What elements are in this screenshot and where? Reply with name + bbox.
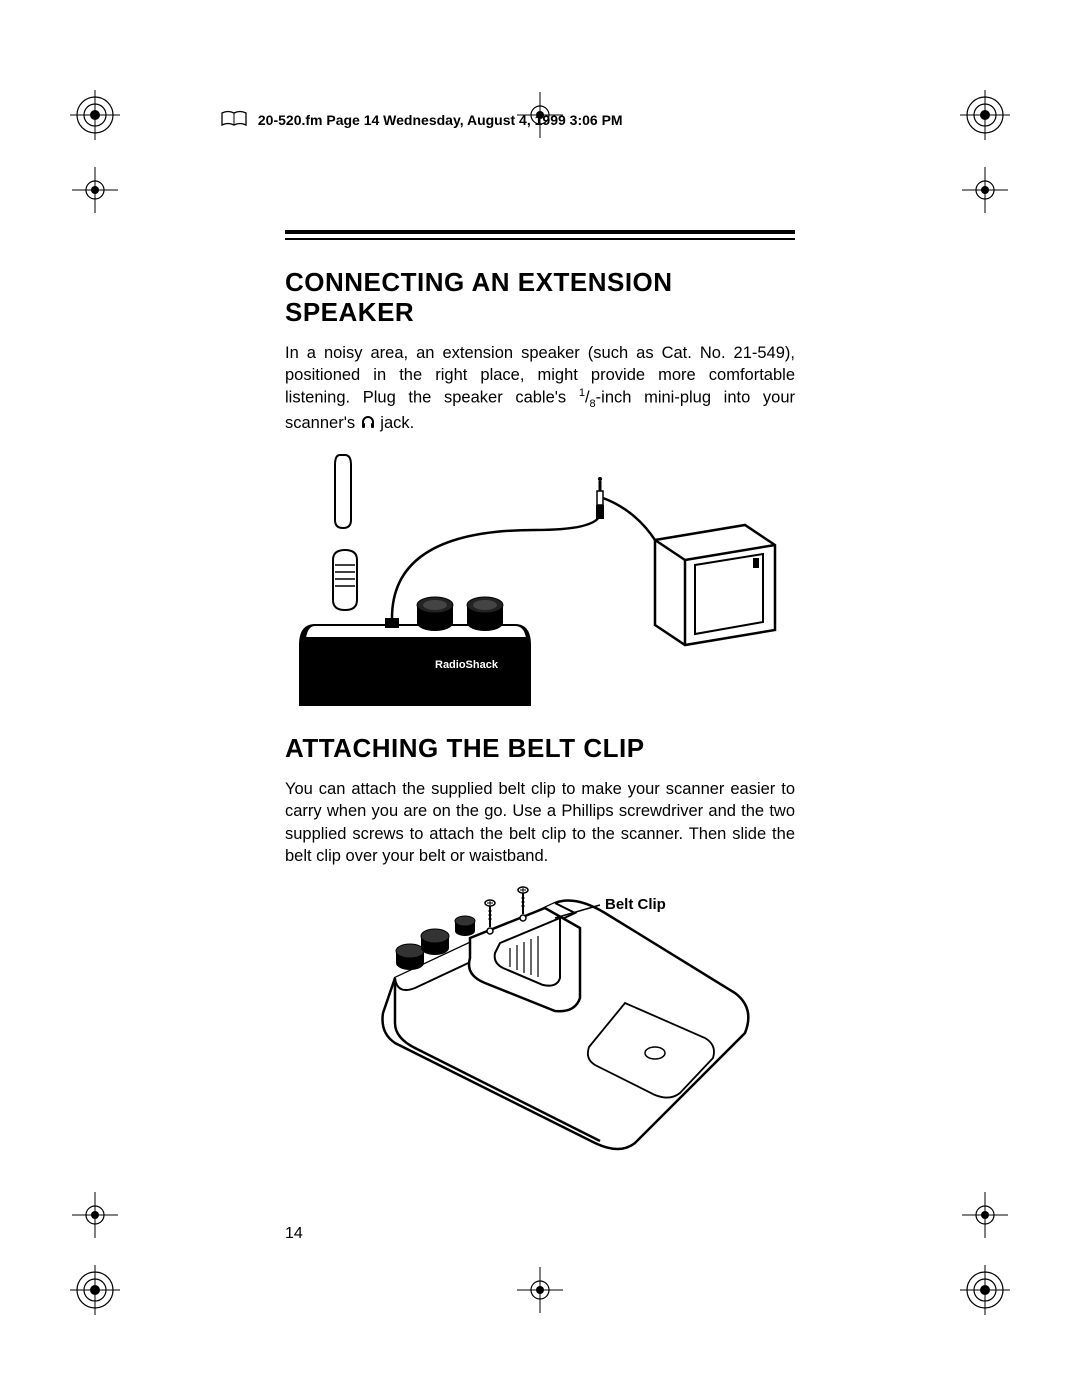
section2-heading: ATTACHING THE BELT CLIP (285, 734, 795, 764)
section2-body: You can attach the supplied belt clip to… (285, 778, 795, 867)
double-rule (285, 230, 795, 240)
section1-body: In a noisy area, an extension speaker (s… (285, 342, 795, 434)
section1-body-part3: jack. (376, 414, 415, 432)
crop-mark-cross (70, 1190, 120, 1240)
crop-mark-cross (515, 1265, 565, 1315)
illustration-belt-clip: Belt Clip (325, 883, 835, 1163)
fraction-numerator: 1 (579, 387, 585, 399)
page-number: 14 (285, 1225, 303, 1243)
section1-heading: CONNECTING AN EXTENSION SPEAKER (285, 268, 795, 328)
content-column: CONNECTING AN EXTENSION SPEAKER In a noi… (285, 230, 795, 1187)
crop-mark-cross (70, 165, 120, 215)
headphone-icon (360, 414, 376, 430)
crop-mark-cross (960, 165, 1010, 215)
running-header: 20-520.fm Page 14 Wednesday, August 4, 1… (220, 110, 623, 128)
book-icon (220, 110, 248, 128)
page-root: 20-520.fm Page 14 Wednesday, August 4, 1… (0, 0, 1080, 1397)
belt-clip-label-svg: Belt Clip (605, 896, 666, 913)
running-header-text: 20-520.fm Page 14 Wednesday, August 4, 1… (258, 112, 623, 128)
crop-mark-target (70, 90, 120, 140)
svg-text:RadioShack: RadioShack (435, 659, 499, 671)
illustration-speaker: RadioShack (285, 450, 795, 710)
crop-mark-target (960, 90, 1010, 140)
crop-mark-target (960, 1265, 1010, 1315)
crop-mark-cross (960, 1190, 1010, 1240)
crop-mark-target (70, 1265, 120, 1315)
